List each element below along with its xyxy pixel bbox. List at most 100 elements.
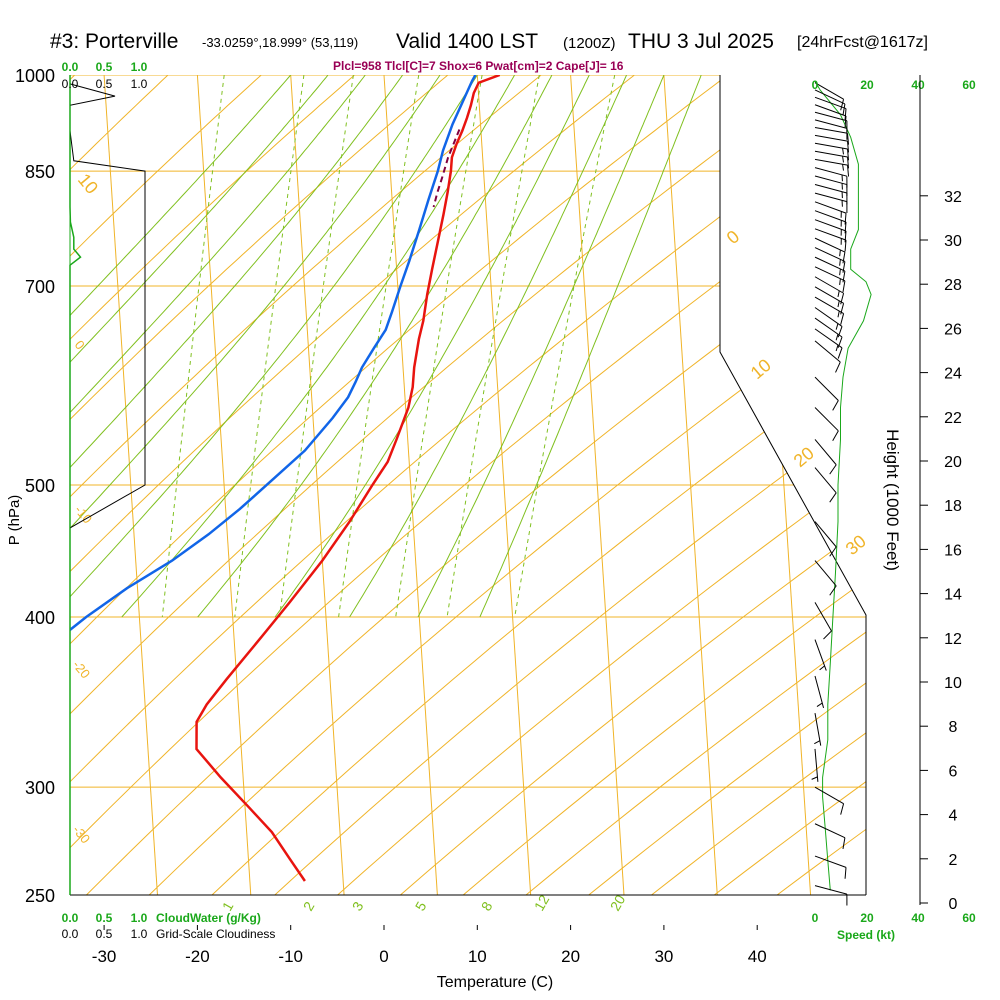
wind-barb-half-flag	[837, 300, 840, 308]
mixing-ratio-label: 5	[412, 899, 430, 914]
pressure-tick-label: 1000	[15, 66, 55, 86]
cloud-water-tick-bottom: 1.0	[131, 911, 148, 925]
pressure-tick-label: 300	[25, 778, 55, 798]
wind-barb-staff	[814, 602, 832, 632]
wind-barb-half-flag	[835, 344, 839, 352]
wind-barb	[814, 296, 845, 325]
dry-adiabat	[211, 75, 866, 895]
wind-barb	[814, 96, 847, 120]
wind-barb	[814, 885, 848, 906]
wind-speed-curve	[814, 80, 872, 891]
cloudiness-label: Grid-Scale Cloudiness	[156, 927, 275, 941]
height-tick-label: 30	[944, 233, 962, 250]
wind-barb-flag	[847, 148, 850, 161]
wind-speed-tick-bottom: 20	[860, 911, 874, 925]
height-tick-label: 8	[949, 719, 958, 736]
wind-barb-flag	[847, 133, 850, 145]
wind-barb-half-flag	[842, 164, 844, 171]
isotherm-line	[476, 75, 532, 895]
dry-adiabat	[70, 75, 866, 895]
surface-dewpoint-marker	[472, 67, 479, 74]
pressure-tick-label: 700	[25, 277, 55, 297]
wind-barb-flag	[840, 803, 845, 815]
wind-barb-staff	[814, 560, 837, 587]
cloudiness-tick-bottom: 0.0	[62, 927, 79, 941]
wind-barb	[814, 340, 841, 373]
wind-barb	[814, 210, 847, 234]
wind-barb	[814, 823, 846, 850]
wind-barb-half-flag	[837, 290, 840, 298]
wind-barb-half-flag	[835, 323, 839, 330]
moist-adiabat	[70, 75, 441, 618]
wind-barb-flag	[844, 213, 847, 225]
isotherm-line	[103, 75, 158, 895]
wind-barb-flag	[842, 280, 846, 293]
valid-time: Valid 1400 LST	[396, 30, 539, 53]
wind-barb	[814, 111, 848, 133]
cloudiness-tick-top: 0.5	[96, 77, 113, 91]
wind-barb-staff	[814, 855, 847, 868]
wind-barb-half-flag	[839, 249, 841, 257]
wind-barb-staff	[814, 184, 848, 194]
wind-barb-staff	[814, 127, 848, 134]
wind-barb-staff	[814, 266, 846, 282]
wind-barb-staff	[814, 296, 844, 314]
height-axis-title: Height (1000 Feet)	[883, 429, 902, 571]
wind-barb-half-flag	[816, 702, 823, 707]
wind-barb-staff	[814, 256, 846, 272]
cloud-water-tick-bottom: 0.5	[96, 911, 113, 925]
temperature-tick-label: 40	[748, 947, 767, 966]
wind-barb-staff	[814, 104, 847, 117]
wind-barb-half-flag	[814, 740, 821, 745]
cloud-water-label: CloudWater (g/Kg)	[156, 911, 261, 925]
wind-barb-staff	[814, 158, 848, 166]
wind-barb	[814, 560, 837, 596]
moist-adiabat	[417, 75, 665, 618]
dry-adiabat	[400, 75, 866, 895]
wind-barb	[814, 467, 837, 503]
wind-speed-tick-bottom: 40	[911, 911, 925, 925]
pressure-tick-label: 500	[25, 476, 55, 496]
wind-barb-staff	[814, 150, 848, 158]
dry-adiabat-label: -20	[70, 657, 94, 681]
wind-barb-staff	[814, 307, 843, 327]
wind-barb-flag	[842, 251, 846, 264]
height-tick-label: 32	[944, 189, 962, 206]
isotherm-label: 30	[842, 531, 870, 559]
wind-barb	[814, 119, 848, 140]
wind-barb	[814, 142, 850, 161]
wind-barb-staff	[814, 439, 837, 466]
wind-barb-flag	[844, 230, 847, 243]
series-temperature	[195, 75, 501, 882]
wind-barb-half-flag	[837, 310, 840, 318]
wind-barb	[814, 786, 845, 815]
dry-adiabat	[70, 75, 355, 895]
wind-barb-flag	[844, 867, 847, 879]
mixing-ratio-line	[234, 75, 305, 618]
wind-barb-flag	[842, 103, 846, 116]
dry-adiabat	[70, 75, 169, 895]
moist-adiabat	[70, 75, 366, 618]
moist-adiabat	[197, 75, 553, 618]
wind-barb	[814, 192, 848, 214]
wind-speed-tick-top: 60	[962, 78, 976, 92]
wind-barb-staff	[814, 247, 846, 262]
wind-barb	[814, 150, 850, 169]
wind-barbs	[811, 82, 850, 906]
wind-barb-staff	[814, 521, 837, 548]
wind-barb-staff	[814, 192, 848, 203]
wind-barb	[814, 317, 843, 348]
height-tick-label: 6	[949, 763, 958, 780]
wind-barb-staff	[814, 201, 847, 214]
wind-barb-half-flag	[839, 259, 841, 266]
pressure-tick-label: 400	[25, 608, 55, 628]
wind-barb-flag	[847, 141, 850, 153]
temperature-tick-label: 30	[654, 947, 673, 966]
wind-barb	[814, 328, 843, 359]
wind-barb-half-flag	[842, 156, 844, 163]
moist-adiabat	[479, 75, 702, 618]
height-tick-label: 20	[944, 454, 962, 471]
temperature-tick-label: -20	[185, 947, 210, 966]
isotherm-line	[663, 75, 718, 895]
